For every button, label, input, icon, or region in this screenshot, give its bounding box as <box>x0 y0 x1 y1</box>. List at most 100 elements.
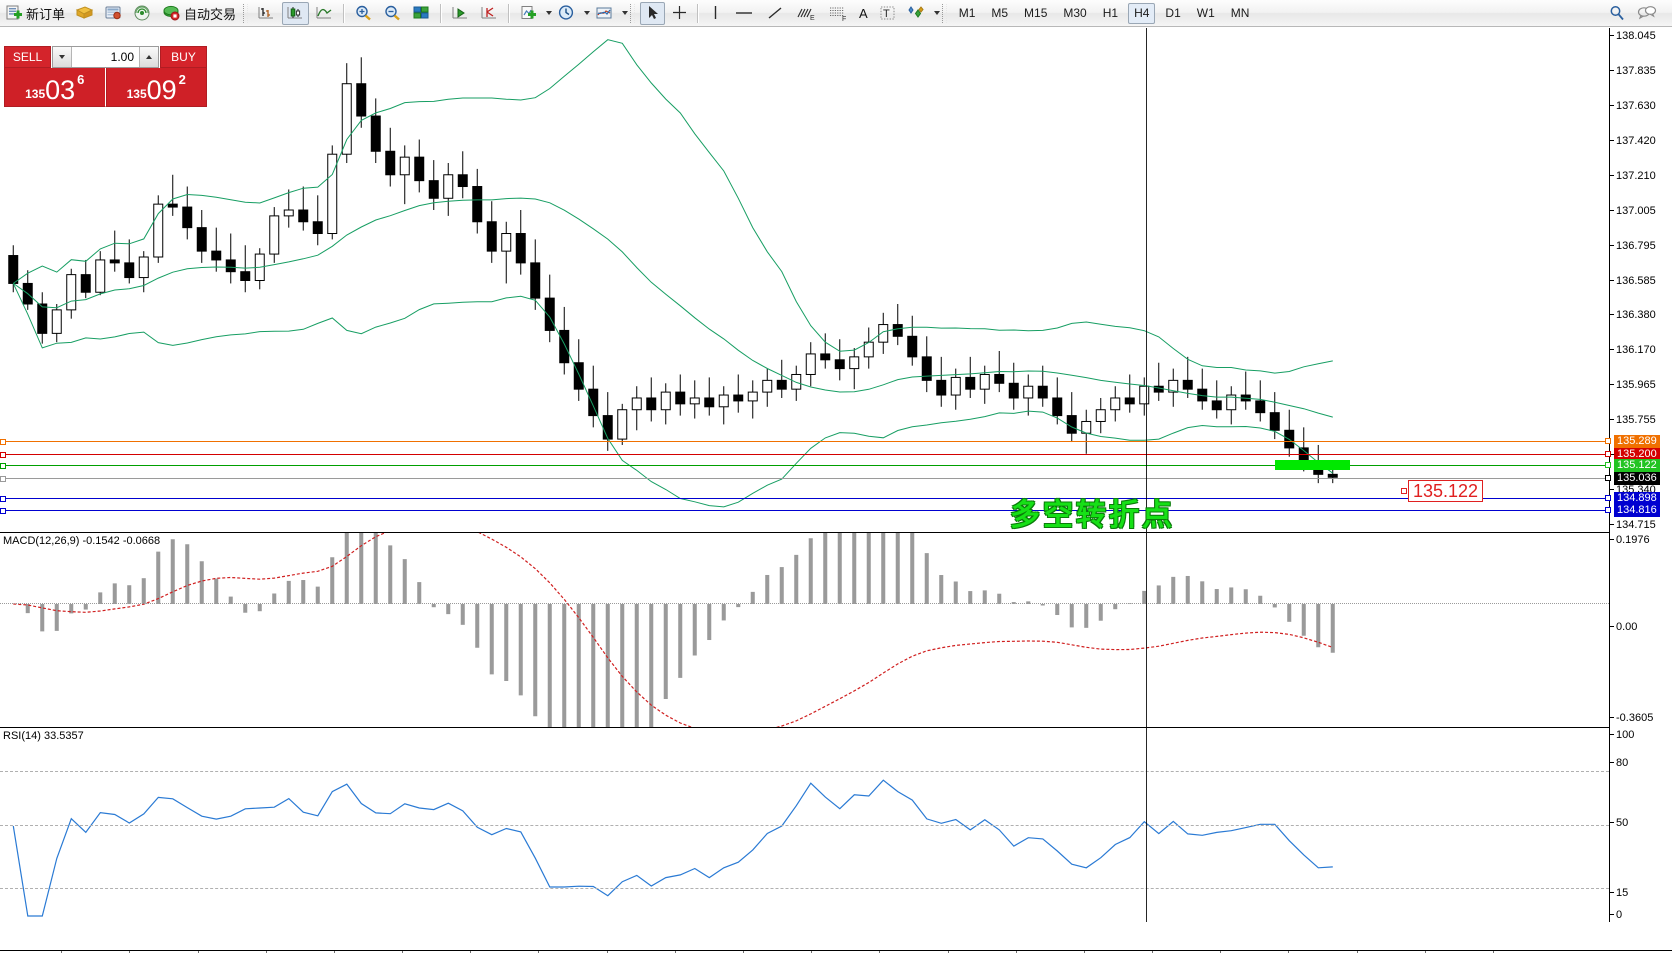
price-level-line[interactable] <box>0 508 1609 515</box>
chevron-up-icon <box>146 55 152 59</box>
price-tag-handle <box>1605 507 1611 514</box>
tick-mark <box>1610 489 1614 491</box>
zoom-in-icon[interactable] <box>350 2 377 25</box>
price-level-line[interactable] <box>0 438 1609 445</box>
one-click-trading-panel[interactable]: SELL 1.00 BUY 135 03 6 135 09 2 <box>4 46 207 107</box>
fibonacci-tool-icon[interactable]: F <box>823 2 853 25</box>
period-clock-icon[interactable] <box>553 2 580 25</box>
trendline-tool-icon[interactable] <box>761 2 789 25</box>
volume-increment-button[interactable] <box>139 47 158 67</box>
shapes-tool-icon[interactable] <box>903 2 930 25</box>
shapes-dropdown-caret[interactable] <box>933 11 940 15</box>
highlight-rectangle[interactable] <box>1275 459 1350 470</box>
price-level-tag[interactable]: 134.898 <box>1605 492 1660 506</box>
time-axis-separator <box>1015 951 1017 953</box>
time-axis-separator <box>1356 951 1358 953</box>
play-chart-icon[interactable] <box>447 2 474 25</box>
tick-mark <box>1610 349 1614 351</box>
signal-icon[interactable] <box>129 2 156 25</box>
price-level-tag[interactable]: 135.200 <box>1605 447 1660 461</box>
timeframe-mn[interactable]: MN <box>1230 6 1250 20</box>
timeframe-m15[interactable]: M15 <box>1024 6 1048 20</box>
candlestick-chart-icon[interactable] <box>282 1 310 25</box>
buy-price-button[interactable]: 135 09 2 <box>105 68 207 107</box>
timeframe-w1[interactable]: W1 <box>1196 6 1215 20</box>
sell-price-button[interactable]: 135 03 6 <box>4 68 106 107</box>
price-tick: 137.630 <box>1610 100 1672 112</box>
sell-button[interactable]: SELL <box>4 46 51 68</box>
rsi-level-line <box>0 771 1609 772</box>
price-level-line[interactable] <box>0 475 1609 482</box>
vertical-line-tool-icon[interactable] <box>704 2 727 25</box>
price-tick-label: 137.420 <box>1616 134 1656 147</box>
indicators-dropdown-caret[interactable] <box>622 11 629 15</box>
time-axis[interactable]: 5 Jun 201925 Jun 16:0026 Jun 08:0027 Jun… <box>0 950 1672 953</box>
price-level-line[interactable] <box>0 496 1609 503</box>
new-chart-icon[interactable] <box>515 2 542 25</box>
price-line-knob[interactable] <box>0 475 6 482</box>
tick-mark <box>1610 69 1614 71</box>
price-line-knob[interactable] <box>0 438 6 445</box>
volume-value[interactable]: 1.00 <box>110 50 134 64</box>
fund-icon[interactable] <box>71 2 98 25</box>
new-order-button[interactable]: 新订单 <box>1 2 69 25</box>
search-icon[interactable] <box>1604 2 1630 25</box>
volume-stepper[interactable]: 1.00 <box>52 46 159 68</box>
price-level-tag[interactable]: 134.816 <box>1605 504 1660 518</box>
new-chart-dropdown-caret[interactable] <box>546 11 553 15</box>
cursor-tool-icon[interactable] <box>640 1 666 25</box>
rsi-pane[interactable]: RSI(14) 33.5357 <box>0 727 1609 922</box>
chat-icon[interactable] <box>1632 2 1662 25</box>
price-line-knob[interactable] <box>0 508 6 515</box>
price-tick-label: 136.380 <box>1616 309 1656 322</box>
text-label-tool-icon[interactable]: T <box>874 2 901 25</box>
horizontal-line-tool-icon[interactable] <box>729 2 759 25</box>
bar-chart-icon[interactable] <box>253 2 280 25</box>
rsi-tick: 100 <box>1610 729 1672 741</box>
price-tick-label: 137.835 <box>1616 64 1656 77</box>
price-scale[interactable]: 138.045 137.835 137.630 137.420 137.210 137.0… <box>1610 28 1672 922</box>
chart-area[interactable]: MACD(12,26,9) -0.1542 -0.0668 RSI(14) 33… <box>0 28 1672 953</box>
price-line-knob[interactable] <box>0 463 6 470</box>
auto-trading-button[interactable]: 自动交易 <box>158 2 240 25</box>
price-level-tag[interactable]: 135.036 <box>1605 471 1660 485</box>
cursor-price-tag[interactable]: 135.122 <box>1401 480 1484 502</box>
timeframe-h1[interactable]: H1 <box>1102 6 1119 20</box>
elliott-wave-tool-icon[interactable]: E <box>791 2 821 25</box>
rsi-tick-label: 0 <box>1616 909 1623 921</box>
macd-pane[interactable]: MACD(12,26,9) -0.1542 -0.0668 <box>0 532 1609 728</box>
price-level-line[interactable] <box>0 451 1609 458</box>
buy-price-prefix: 135 <box>126 87 147 101</box>
turning-point-annotation[interactable]: 多空转折点 <box>1010 499 1175 532</box>
indicators-icon[interactable] <box>591 2 618 25</box>
timeframe-m30[interactable]: M30 <box>1063 6 1087 20</box>
price-level-tag[interactable]: 135.289 <box>1605 434 1660 448</box>
crosshair-tool-icon[interactable] <box>667 2 692 25</box>
timeframe-m5[interactable]: M5 <box>991 6 1009 20</box>
zoom-out-icon[interactable] <box>379 2 406 25</box>
timeframe-h4[interactable]: H4 <box>1128 2 1156 24</box>
period-dropdown-caret[interactable] <box>584 11 591 15</box>
price-level-tag[interactable]: 135.122 <box>1605 459 1660 473</box>
macd-zero-line <box>0 603 1609 605</box>
text-tool-icon[interactable]: A <box>859 5 868 21</box>
price-line-knob[interactable] <box>0 451 6 458</box>
terminal-icon[interactable] <box>100 2 127 25</box>
timeframe-m1[interactable]: M1 <box>958 6 976 20</box>
rsi-level-line <box>0 825 1609 826</box>
time-axis-separator <box>1288 951 1290 953</box>
rsi-chart-canvas <box>12 779 1333 917</box>
macd-tick-label: -0.3605 <box>1616 712 1654 724</box>
price-level-line[interactable] <box>0 463 1609 470</box>
price-tick-label: 137.630 <box>1616 99 1656 112</box>
line-chart-icon[interactable] <box>311 2 338 25</box>
price-line-knob[interactable] <box>0 496 6 503</box>
tile-windows-icon[interactable] <box>408 2 435 25</box>
buy-button[interactable]: BUY <box>160 46 207 68</box>
trade-panel-top-row: SELL 1.00 BUY <box>4 46 207 68</box>
chevron-down-icon <box>59 55 65 59</box>
volume-decrement-button[interactable] <box>53 47 72 67</box>
price-pane[interactable] <box>0 28 1609 532</box>
timeframe-d1[interactable]: D1 <box>1165 6 1181 20</box>
step-chart-icon[interactable] <box>476 2 503 25</box>
